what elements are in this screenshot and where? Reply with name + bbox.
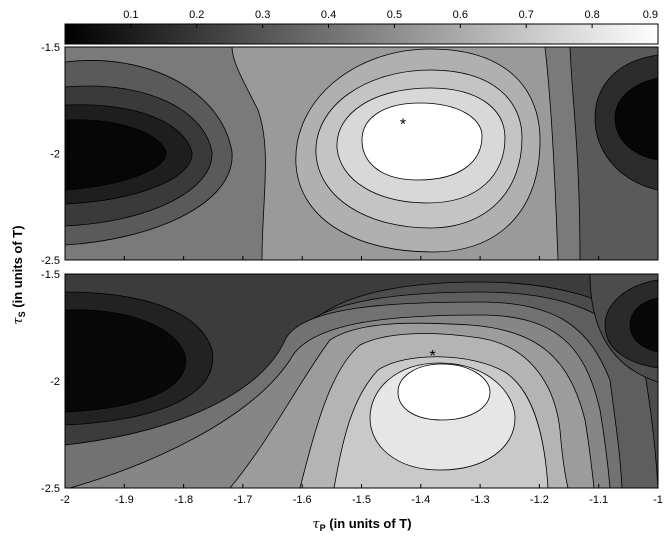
colorbar-tick-label: 0.9 <box>643 9 658 21</box>
x-tick-label: -1.9 <box>115 494 134 506</box>
x-axis-label: τP (in units of T) <box>312 516 411 533</box>
top-y-ticks: -1.5 -2 -2.5 <box>41 42 69 267</box>
bottom-panel-contours <box>65 274 658 488</box>
bottom-panel: * -1.5-2-2.5 -2 -1.9 -1.8 -1.7 -1.6 -1.5 -1.4-… <box>41 256 663 506</box>
colorbar-tick-label: 0.3 <box>255 9 270 21</box>
y-tick-label: -1.5 <box>41 269 60 281</box>
x-tick-label: -2 <box>60 494 70 506</box>
top-mid-level-5 <box>361 102 483 181</box>
x-tick-label: -1.8 <box>174 494 193 506</box>
x-tick-label: -1.2 <box>530 494 549 506</box>
x-tick-label: -1.7 <box>233 494 252 506</box>
top-panel: * -1.5 -2 -2.5 <box>41 42 659 267</box>
x-tick-label: -1.5 <box>352 494 371 506</box>
y-tick-label: -2 <box>50 376 60 388</box>
bottom-x-ticks: -2 -1.9 -1.8 -1.7 -1.6 -1.5 -1.4 -1.3 -1.2 -1.1 -1 <box>60 256 663 506</box>
colorbar-gradient <box>64 23 659 45</box>
bottom-left-dark-level-2 <box>65 309 187 413</box>
y-tick-label: -2 <box>50 149 60 161</box>
top-right-level-4 <box>614 77 658 161</box>
bottom-right-level-3 <box>629 297 658 353</box>
bottom-center-level-9 <box>397 363 491 421</box>
colorbar-tick-label: 0.6 <box>453 9 468 21</box>
x-tick-label: -1.1 <box>589 494 608 506</box>
y-tick-label: -2.5 <box>41 483 60 495</box>
colorbar-tick-label: 0.4 <box>321 9 336 21</box>
colorbar-tick-label: 0.1 <box>123 9 138 21</box>
top-panel-contours <box>65 47 658 260</box>
x-tick-label: -1.6 <box>293 494 312 506</box>
y-tick-label: -1.5 <box>41 42 60 54</box>
colorbar: 0.1 0.2 0.3 0.4 0.5 0.6 0.7 0.8 0.9 <box>64 9 659 45</box>
x-tick-label: -1.4 <box>411 494 430 506</box>
top-peak-marker: * <box>400 117 406 134</box>
y-tick-label: -2.5 <box>41 255 60 267</box>
colorbar-ticks: 0.1 0.2 0.3 0.4 0.5 0.6 0.7 0.8 0.9 <box>123 9 659 28</box>
colorbar-tick-label: 0.8 <box>584 9 599 21</box>
bottom-y-ticks: -1.5 -2 -2.5 <box>41 269 69 495</box>
x-tick-label: -1 <box>653 494 663 506</box>
colorbar-tick-label: 0.7 <box>519 9 534 21</box>
x-tick-label: -1.3 <box>471 494 490 506</box>
bottom-peak-marker: * <box>430 348 436 365</box>
top-left-level-5 <box>65 119 167 191</box>
colorbar-tick-label: 0.2 <box>189 9 204 21</box>
y-axis-label: τS (in units of T) <box>10 225 27 324</box>
colorbar-tick-label: 0.5 <box>387 9 402 21</box>
